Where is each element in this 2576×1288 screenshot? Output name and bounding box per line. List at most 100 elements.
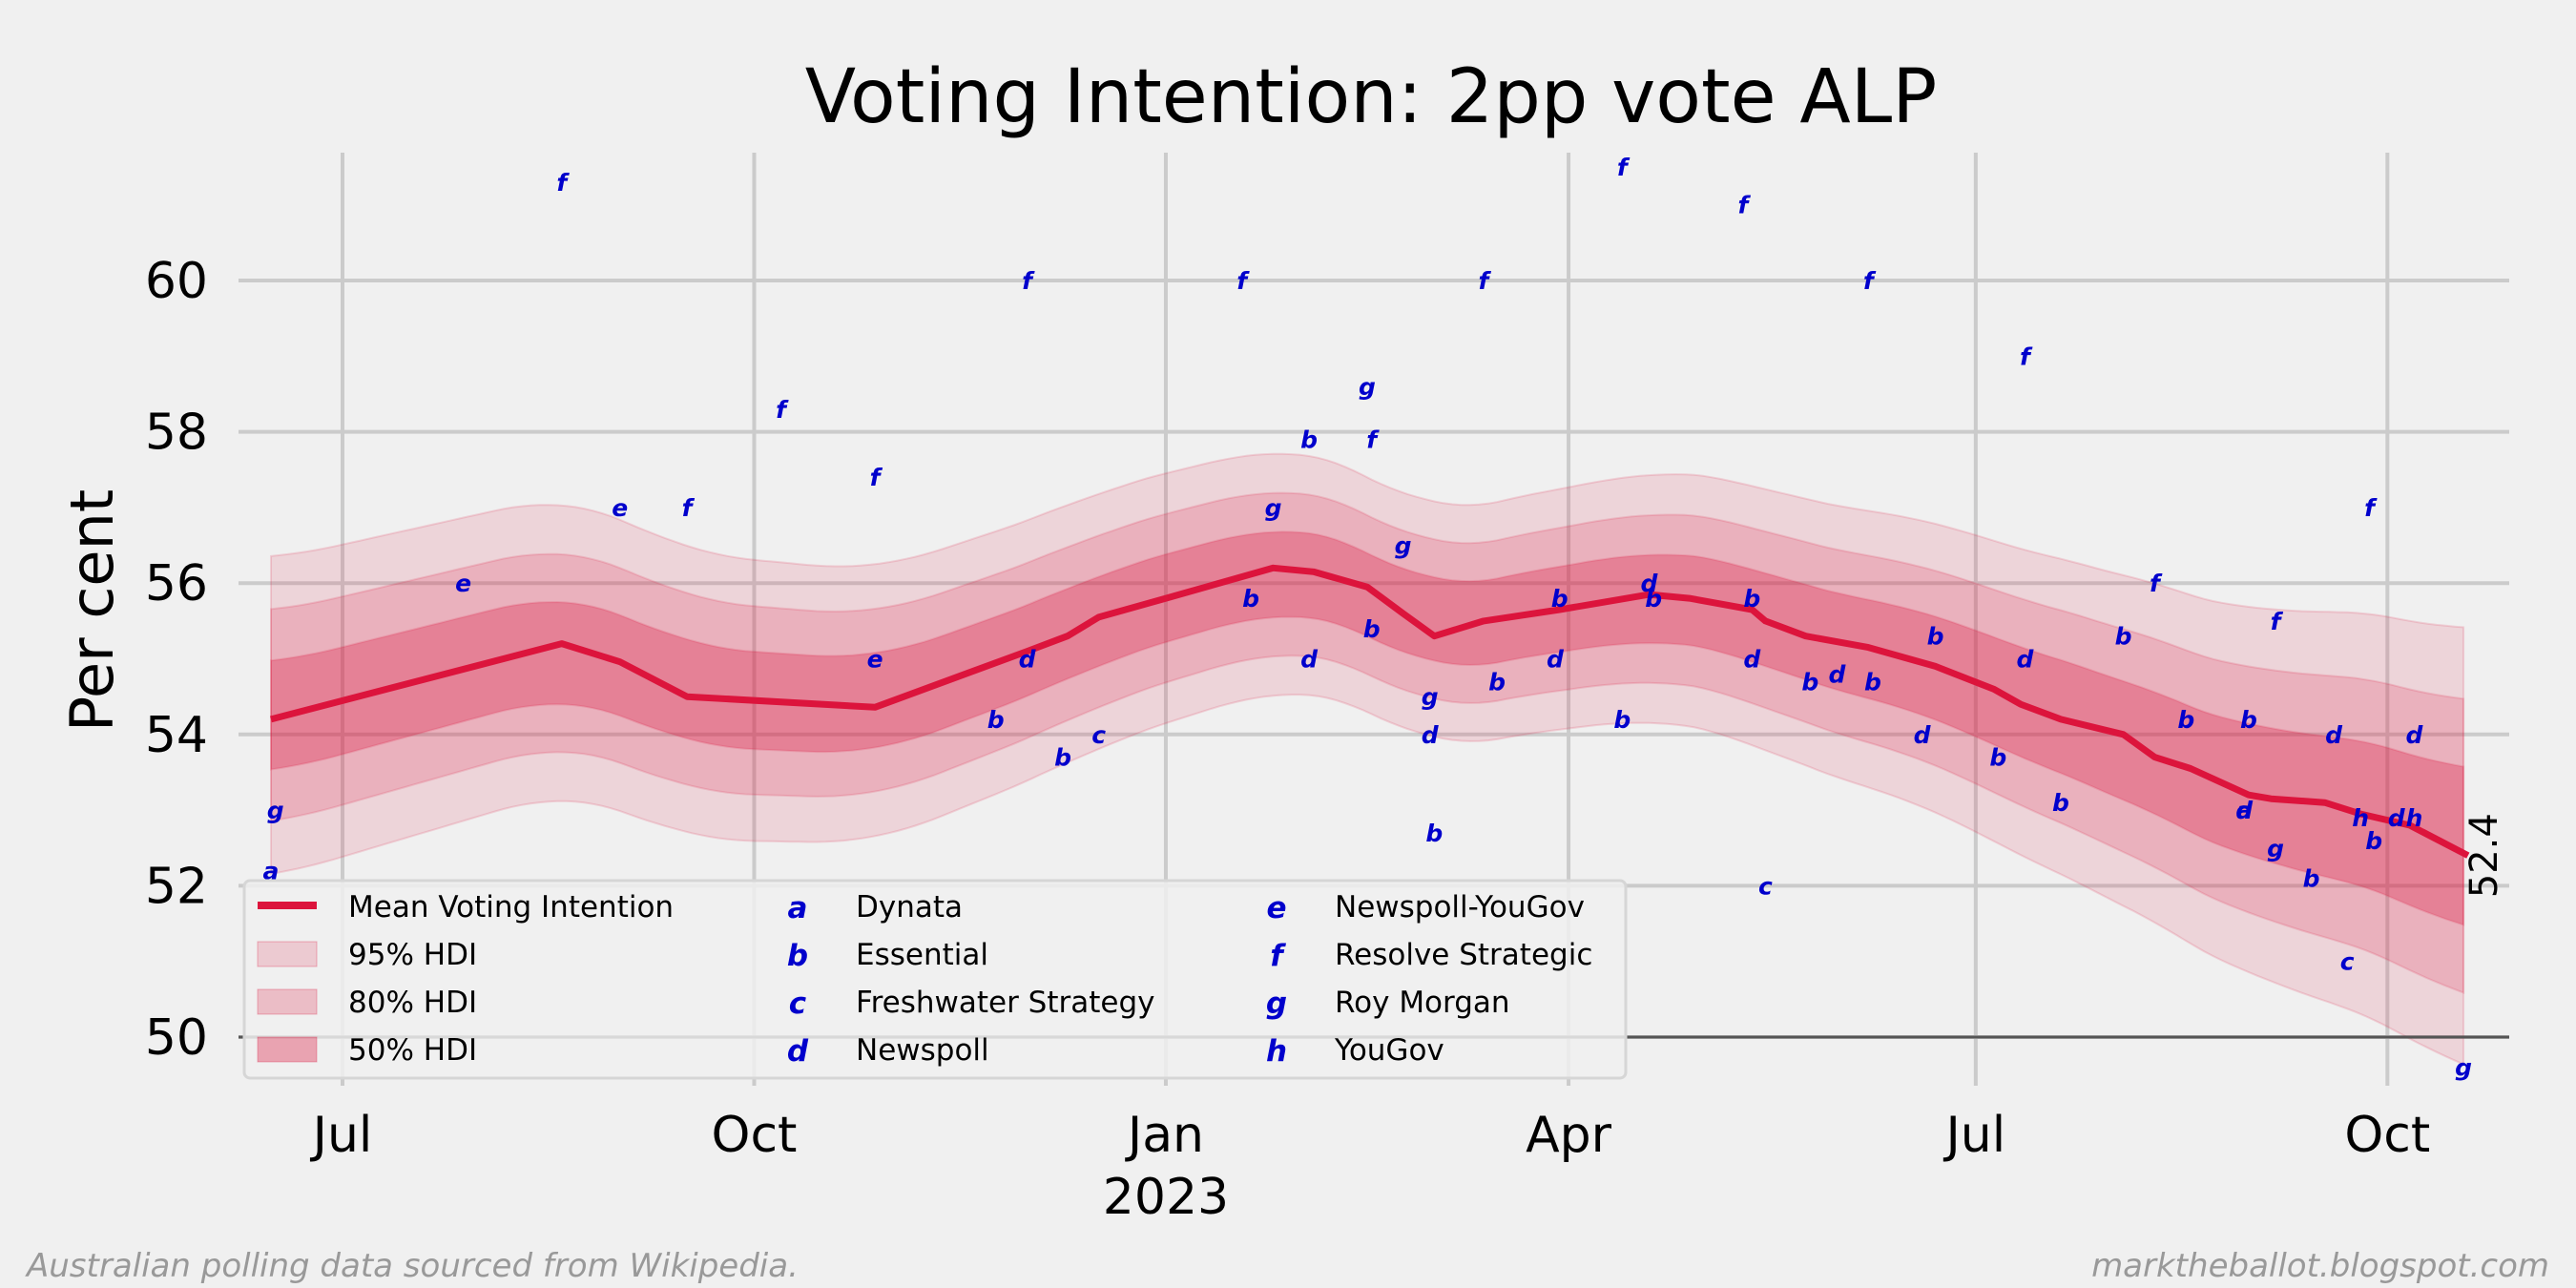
poll-point-d: d	[1743, 646, 1761, 674]
poll-point-f: f	[1366, 426, 1380, 454]
poll-point-b: b	[1425, 820, 1443, 847]
poll-point-f: f	[2271, 608, 2284, 635]
poll-point-b: b	[1645, 585, 1662, 613]
legend-swatch-95-hdi	[257, 941, 318, 967]
hdi-bands	[270, 452, 2465, 1067]
poll-point-d: d	[2235, 797, 2254, 824]
y-axis-label: Per cent	[57, 489, 127, 732]
poll-point-a: a	[263, 858, 280, 885]
legend-marker-f: f	[1270, 939, 1286, 973]
poll-point-f: f	[1479, 267, 1492, 295]
poll-point-f: f	[1738, 192, 1752, 219]
legend-swatch-80-hdi	[257, 988, 318, 1015]
legend-marker-g: g	[1266, 987, 1287, 1021]
legend-swatch-50-hdi	[257, 1036, 318, 1063]
poll-point-b: b	[2365, 827, 2382, 855]
legend-label-pollster: YouGov	[1334, 1033, 1444, 1068]
poll-point-a: a	[2236, 797, 2253, 824]
x-tick-label: Oct	[2344, 1107, 2430, 1164]
poll-point-c: c	[1091, 721, 1106, 749]
poll-point-f: f	[682, 494, 696, 522]
legend-marker-b: b	[787, 939, 808, 973]
mean-line-group	[270, 564, 2470, 859]
band-80-hdi	[270, 491, 2465, 994]
poll-point-d: d	[1641, 570, 1659, 597]
poll-point-g: g	[267, 797, 284, 824]
legend-marker-e: e	[1266, 891, 1286, 925]
poll-point-b: b	[2052, 789, 2069, 817]
poll-point-b: b	[1927, 623, 1944, 651]
poll-point-b: b	[2115, 623, 2132, 651]
legend-label-pollster: Essential	[856, 938, 988, 972]
band-95-hdi	[270, 452, 2465, 1067]
y-tick-label: 54	[145, 707, 208, 764]
poll-point-f: f	[1617, 154, 1631, 181]
poll-point-f: f	[2150, 570, 2163, 597]
poll-point-d: d	[1547, 646, 1565, 674]
poll-point-g: g	[1265, 494, 1282, 522]
band-50-hdi	[270, 530, 2465, 926]
legend-label-pollster: Freshwater Strategy	[856, 986, 1155, 1020]
y-tick-label: 58	[145, 405, 208, 462]
x-tick-label: Jul	[310, 1107, 373, 1164]
y-tick-label: 56	[145, 555, 208, 613]
poll-point-b: b	[1363, 615, 1381, 643]
poll-point-e: e	[455, 570, 471, 597]
x-tick-label: Jan	[1125, 1107, 1204, 1164]
legend-label-50-hdi: 50% HDI	[348, 1033, 477, 1068]
footer-site: marktheballot.blogspot.com	[2091, 1247, 2549, 1285]
legend-marker-a: a	[788, 891, 808, 925]
poll-point-h: h	[2406, 804, 2423, 832]
chart-title: Voting Intention: 2pp vote ALP	[805, 54, 1938, 140]
legend-label-pollster: Newspoll-YouGov	[1335, 890, 1585, 924]
legend-label-pollster: Dynata	[856, 890, 963, 924]
poll-point-h: h	[2352, 804, 2369, 832]
poll-point-f: f	[776, 396, 789, 424]
legend-marker-h: h	[1266, 1034, 1287, 1069]
legend-frame	[242, 879, 1628, 1080]
legend-label-95-hdi: 95% HDI	[348, 938, 477, 972]
poll-point-b: b	[1801, 668, 1818, 696]
poll-point-b: b	[1743, 585, 1760, 613]
y-tick-label: 52	[145, 858, 208, 915]
poll-point-g: g	[2455, 1054, 2472, 1082]
poll-point-g: g	[1395, 532, 1412, 560]
footer-source: Australian polling data sourced from Wik…	[25, 1247, 799, 1285]
x-tick-year-label: 2023	[1103, 1169, 1229, 1226]
poll-point-g: g	[1422, 683, 1439, 711]
mean-voting-intention-line	[270, 564, 2470, 859]
legend-marker-d: d	[787, 1034, 809, 1069]
poll-point-d: d	[1914, 721, 1932, 749]
poll-point-f: f	[2020, 343, 2033, 370]
x-tick-label: Oct	[712, 1107, 798, 1164]
poll-point-c: c	[1758, 872, 1773, 900]
poll-point-b: b	[2303, 864, 2320, 892]
legend-label-mean: Mean Voting Intention	[348, 890, 674, 924]
poll-point-d: d	[1300, 646, 1319, 674]
poll-point-f: f	[1236, 267, 1250, 295]
poll-point-e: e	[867, 646, 883, 674]
poll-point-b: b	[1613, 706, 1631, 734]
poll-point-d: d	[1422, 721, 1440, 749]
y-tick-labels: 50 52 54 56 58 60	[145, 253, 208, 1067]
poll-point-b: b	[987, 706, 1005, 734]
legend-label-pollster: Newspoll	[856, 1033, 989, 1068]
poll-point-f: f	[1863, 267, 1877, 295]
poll-point-d: d	[1829, 660, 1847, 688]
x-tick-label: Apr	[1526, 1107, 1612, 1164]
legend-label-80-hdi: 80% HDI	[348, 986, 477, 1020]
poll-point-b: b	[1300, 426, 1318, 454]
poll-point-d: d	[2016, 646, 2034, 674]
poll-point-e: e	[612, 494, 628, 522]
poll-point-b: b	[2177, 706, 2194, 734]
poll-point-b: b	[2240, 706, 2257, 734]
legend-marker-c: c	[789, 987, 807, 1021]
poll-point-b: b	[1864, 668, 1881, 696]
poll-point-d: d	[2325, 721, 2343, 749]
poll-point-d: d	[1019, 646, 1037, 674]
poll-point-f: f	[556, 169, 570, 197]
poll-point-f: f	[2364, 494, 2378, 522]
y-tick-label: 50	[145, 1009, 208, 1067]
